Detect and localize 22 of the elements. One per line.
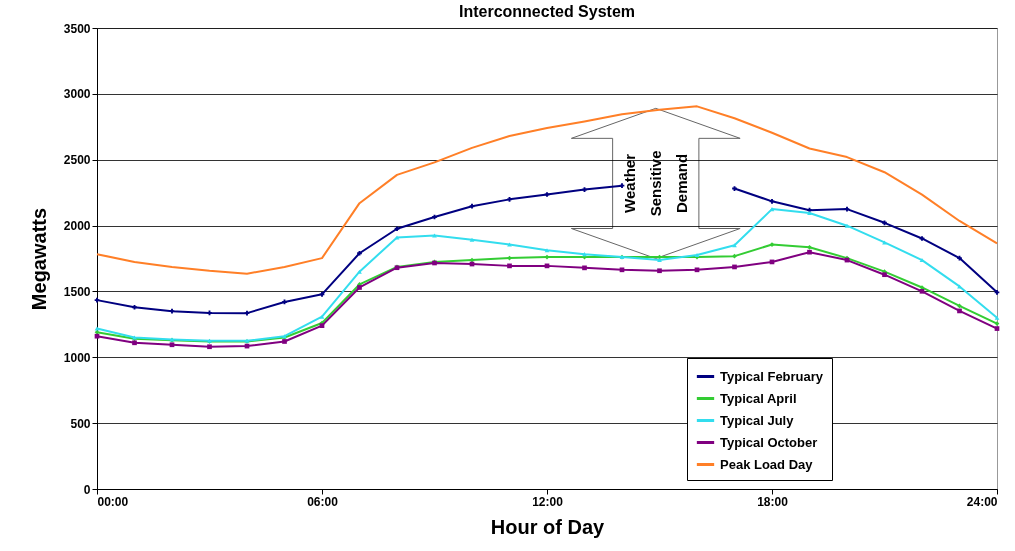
y-tick-label: 3000 [63,87,91,102]
x-tick-label: 06:00 [307,494,339,509]
y-tick-label: 0 [83,482,91,497]
y-tick-label: 1000 [63,350,91,365]
y-tick-label: 3500 [63,21,91,36]
y-tick-label: 2000 [63,219,91,234]
y-axis-title: Megawatts [27,207,50,311]
annotation: Weather Sensitive Demand [620,150,690,217]
y-tick-label: 2500 [63,153,91,168]
x-tick-label: 18:00 [757,494,789,509]
x-tick-label: 12:00 [532,494,564,509]
y-tick-label: 1500 [63,284,91,299]
legend-label: Typical October [720,434,818,450]
x-tick-label: 24:00 [966,494,998,509]
legend-label: Peak Load Day [720,456,814,472]
x-tick-label: 00:00 [97,494,129,509]
legend-label: Typical April [720,390,797,406]
chart-title: Interconnected System [458,3,636,20]
legend-label: Typical July [720,412,795,428]
x-axis-title: Hour of Day [490,515,606,538]
legend-label: Typical February [720,368,824,384]
y-tick-label: 500 [70,416,91,431]
